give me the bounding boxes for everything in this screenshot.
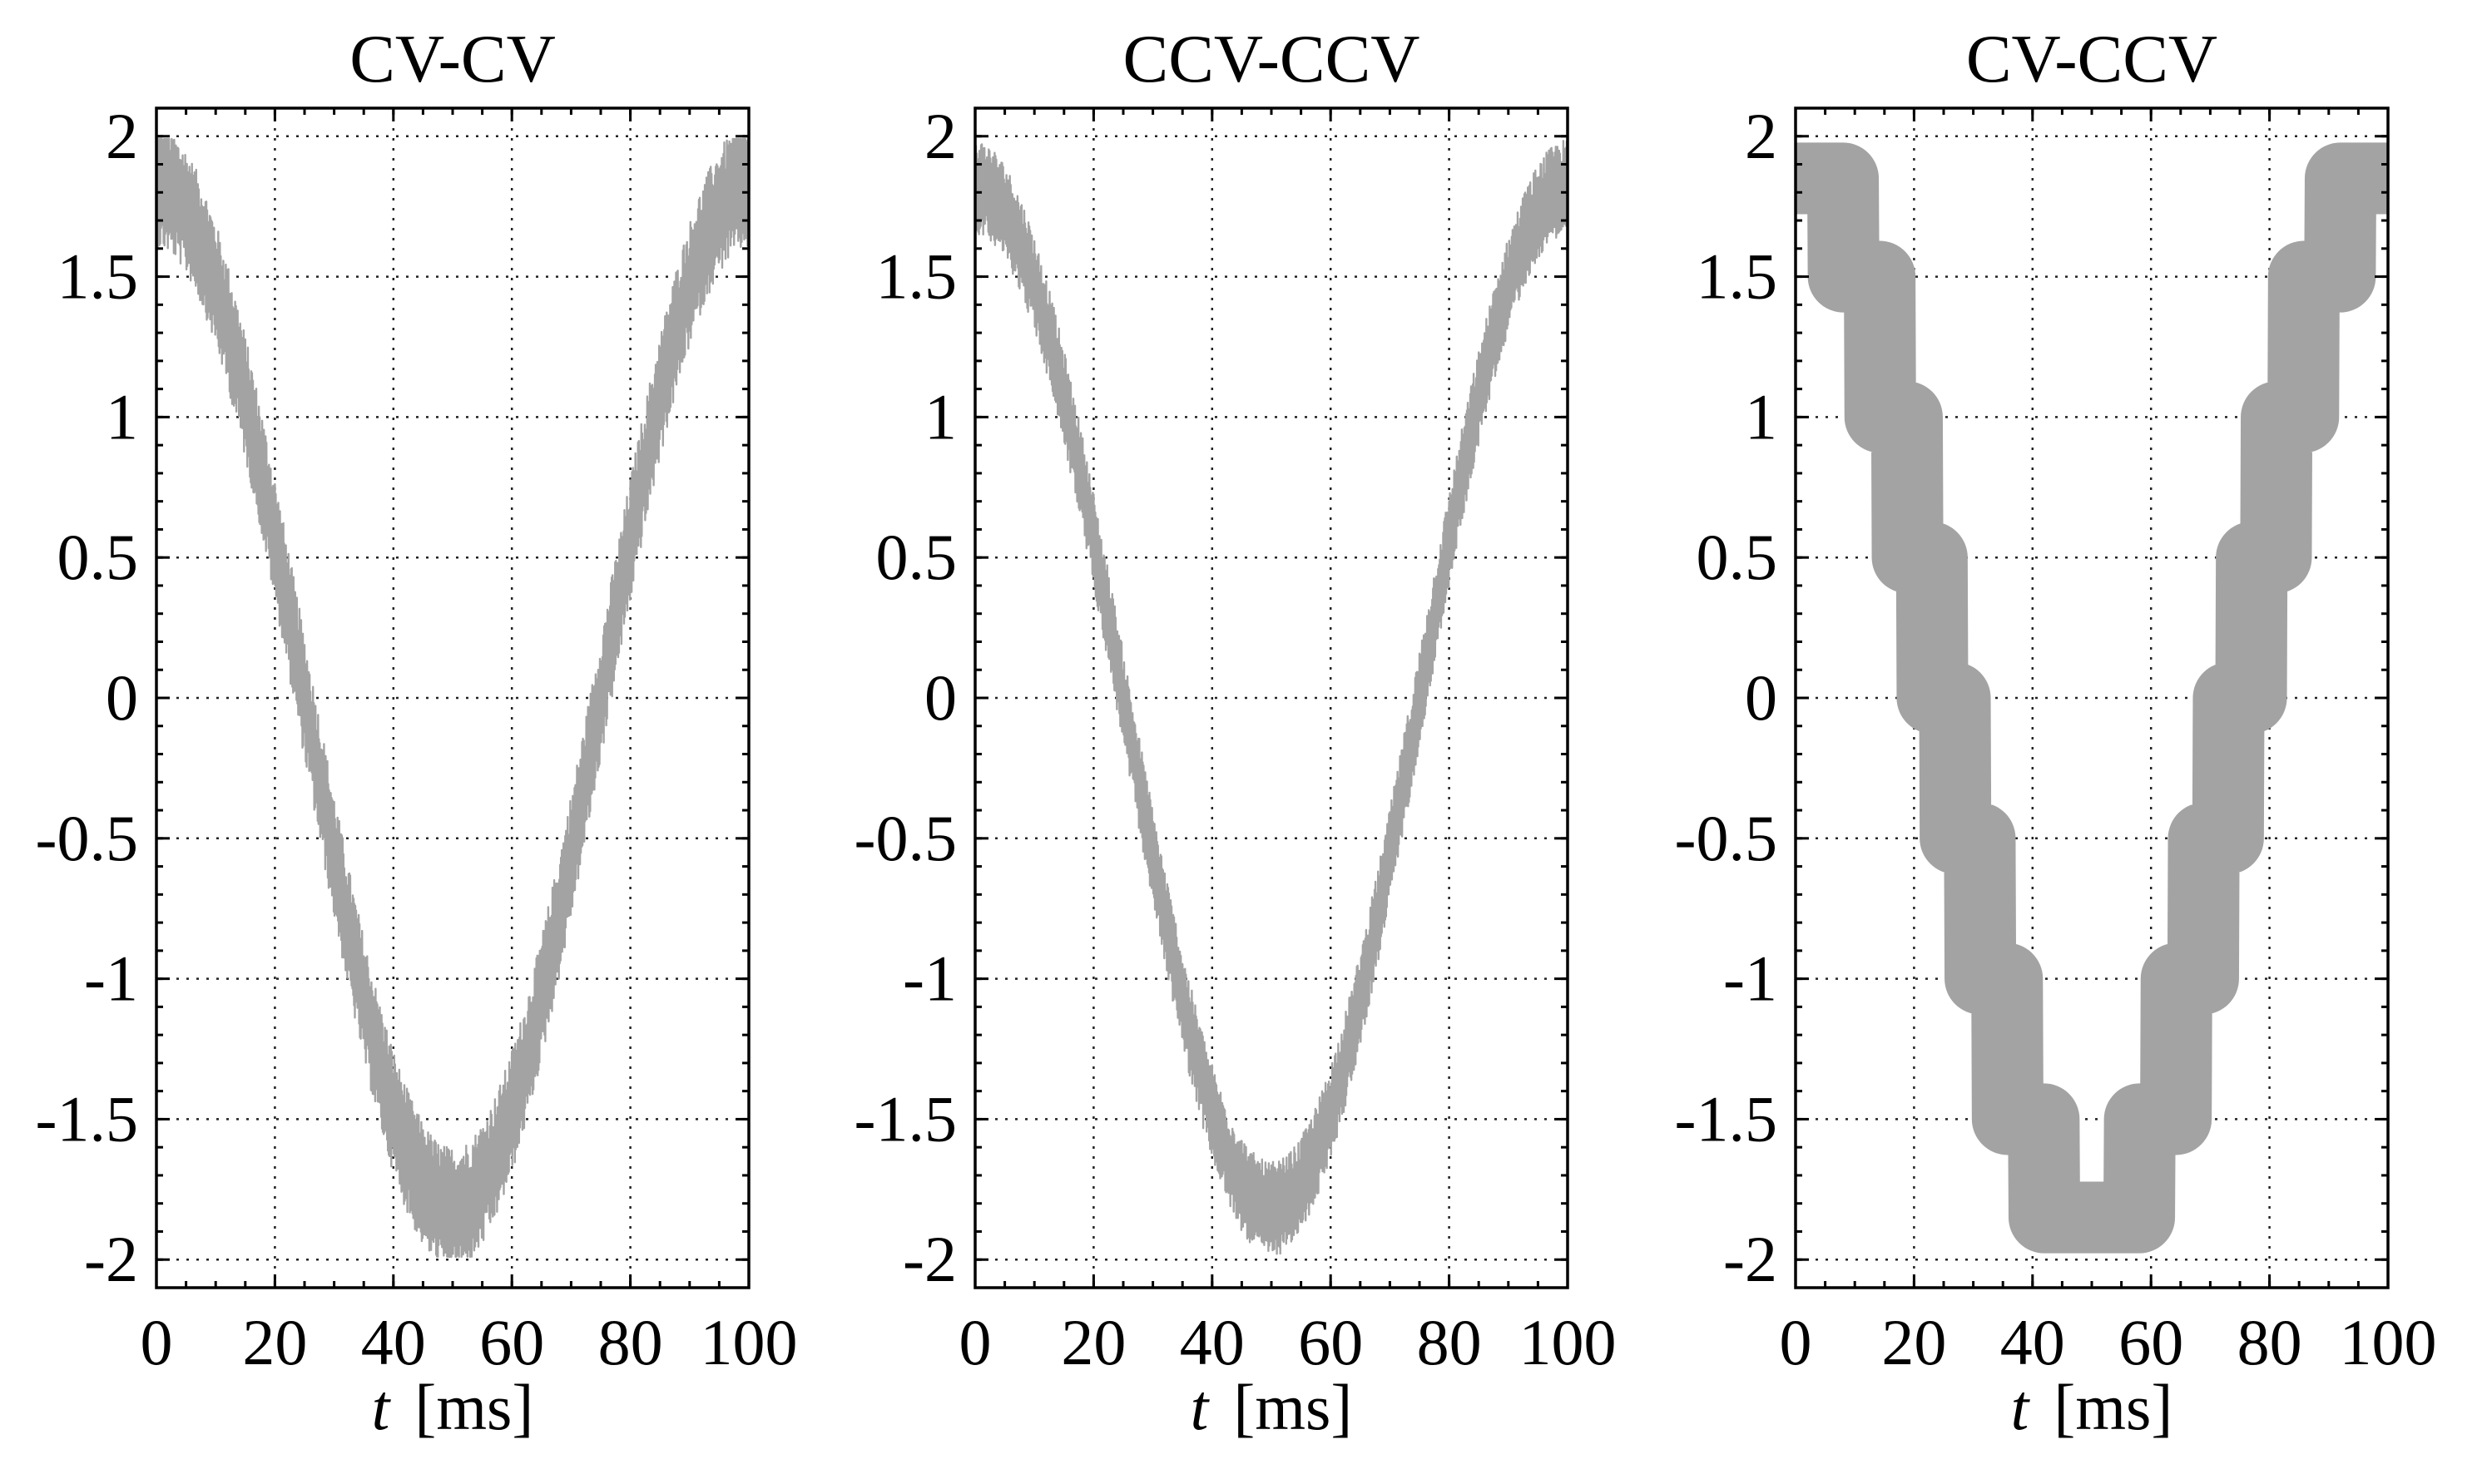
- y-tick-label: 1: [924, 380, 957, 453]
- y-tick-label: 0: [106, 661, 138, 734]
- y-tick-label: 0: [1745, 661, 1777, 734]
- y-tick-label: -1.5: [1675, 1082, 1777, 1155]
- y-tick-label: 0.5: [876, 521, 958, 593]
- y-tick-label: -2: [84, 1223, 138, 1295]
- x-tick-label: 80: [2237, 1306, 2302, 1378]
- y-tick-label: -1.5: [855, 1082, 957, 1155]
- x-tick-label: 100: [2340, 1306, 2437, 1378]
- plot-frame: [973, 106, 1569, 1289]
- signal-trace: [155, 137, 751, 1259]
- x-tick-label: 0: [141, 1306, 173, 1378]
- y-tick-label: 0: [924, 661, 957, 734]
- x-axis-label: t [ms]: [2011, 1371, 2173, 1443]
- y-tick-label: -2: [903, 1223, 957, 1295]
- x-tick-label: 20: [242, 1306, 307, 1378]
- x-tick-label: 20: [1881, 1306, 1946, 1378]
- y-tick-label: 0.5: [1697, 521, 1778, 593]
- y-tick-label: 1: [106, 380, 138, 453]
- x-axis-unit: [ms]: [1233, 1371, 1352, 1443]
- x-axis-variable: t: [1191, 1371, 1211, 1443]
- x-axis-variable: t: [372, 1371, 392, 1443]
- x-axis-unit: [ms]: [2054, 1371, 2172, 1443]
- x-tick-labels: 0 20 40 60 80 100: [1780, 1306, 2437, 1378]
- panel-title: CCV-CCV: [1123, 21, 1420, 96]
- y-tick-label: 2: [924, 100, 957, 172]
- signal-ripple: [1795, 154, 2389, 1242]
- x-tick-labels: 0 20 40 60 80 100: [141, 1306, 798, 1378]
- y-tick-labels: 2 1.5 1 0.5 0 -0.5 -1 -1.5 -2: [1675, 100, 1777, 1295]
- x-axis-label: t [ms]: [1191, 1371, 1353, 1443]
- x-tick-label: 40: [361, 1306, 426, 1378]
- x-tick-label: 40: [2000, 1306, 2065, 1378]
- signal-line: [155, 137, 751, 1259]
- grid: [975, 108, 1568, 1288]
- x-tick-label: 60: [1298, 1306, 1363, 1378]
- signal-staircase: [1760, 142, 2424, 1254]
- x-tick-label: 80: [598, 1306, 663, 1378]
- x-tick-label: 0: [1780, 1306, 1812, 1378]
- y-tick-label: -1: [84, 942, 138, 1015]
- signal-line: [973, 140, 1569, 1255]
- panel-title: CV-CV: [349, 21, 556, 96]
- panel-title: CV-CCV: [1966, 21, 2217, 96]
- x-tick-label: 100: [1519, 1306, 1617, 1378]
- y-tick-label: 1: [1745, 380, 1777, 453]
- panel-ccv-ccv: CCV-CCV 2 1.5 1 0.5 0 -0.5 -1 -1.5 -2 0 20 40 60 80 1…: [855, 21, 1617, 1443]
- y-tick-label: 2: [106, 100, 138, 172]
- x-tick-label: 60: [479, 1306, 544, 1378]
- x-tick-label: 20: [1061, 1306, 1126, 1378]
- x-tick-label: 100: [701, 1306, 798, 1378]
- panel-cv-cv: CV-CV 2 1.5 1 0.5 0 -0.5 -1 -1.5 -2 0 20 40 60 80 100…: [36, 21, 798, 1443]
- y-tick-label: -0.5: [36, 802, 138, 874]
- y-tick-labels: 2 1.5 1 0.5 0 -0.5 -1 -1.5 -2: [36, 100, 138, 1295]
- x-tick-label: 0: [959, 1306, 992, 1378]
- y-tick-label: 1.5: [57, 240, 139, 313]
- signal-trace: [1760, 142, 2424, 1254]
- y-tick-label: -1: [1723, 942, 1777, 1015]
- y-tick-label: -2: [1723, 1223, 1777, 1295]
- signal-trace: [973, 140, 1569, 1255]
- y-tick-label: -0.5: [855, 802, 957, 874]
- plot-frame: [155, 106, 751, 1289]
- x-axis-label: t [ms]: [372, 1371, 534, 1443]
- ticks: [1794, 108, 2390, 1288]
- y-tick-label: -1.5: [36, 1082, 138, 1155]
- x-tick-label: 60: [2118, 1306, 2183, 1378]
- ticks: [155, 108, 751, 1288]
- x-tick-label: 80: [1417, 1306, 1482, 1378]
- y-tick-label: 0.5: [57, 521, 139, 593]
- y-tick-label: 1.5: [1697, 240, 1778, 313]
- x-axis-unit: [ms]: [414, 1371, 533, 1443]
- y-tick-label: 2: [1745, 100, 1777, 172]
- x-tick-labels: 0 20 40 60 80 100: [959, 1306, 1617, 1378]
- x-axis-variable: t: [2011, 1371, 2031, 1443]
- panel-cv-ccv: CV-CCV 2 1.5 1 0.5 0 -0.5 -1 -1.5 -2 0 20 40 60 80 10…: [1675, 21, 2437, 1443]
- x-tick-label: 40: [1180, 1306, 1245, 1378]
- y-tick-labels: 2 1.5 1 0.5 0 -0.5 -1 -1.5 -2: [855, 100, 957, 1295]
- y-tick-label: -0.5: [1675, 802, 1777, 874]
- y-tick-label: 1.5: [876, 240, 958, 313]
- grid: [156, 108, 749, 1288]
- ticks: [973, 108, 1569, 1288]
- y-tick-label: -1: [903, 942, 957, 1015]
